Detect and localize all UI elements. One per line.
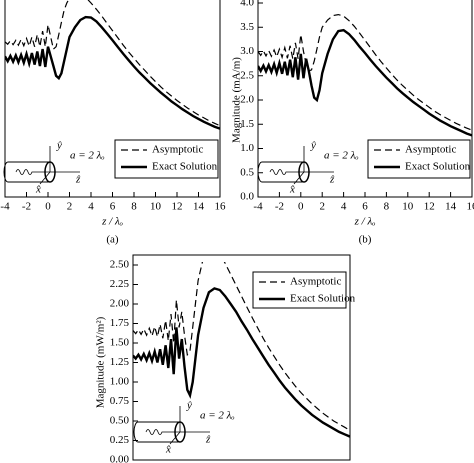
inset-axes: [169, 406, 210, 445]
x-tick-label: -2: [22, 201, 31, 213]
y-tick-label: 1.00: [110, 376, 130, 388]
legend-box: [252, 271, 347, 309]
inset-cylinder: [257, 161, 304, 183]
inset-label: ŷ: [186, 400, 192, 412]
legend-label: Exact Solution: [405, 161, 471, 173]
x-tick-label: 10: [150, 201, 162, 213]
inset-label: ŷ: [56, 140, 62, 152]
y-tick-label: 2.00: [110, 298, 130, 310]
x-axis-label: z / λₒ: [354, 216, 376, 228]
inset-label: x̂: [289, 184, 295, 196]
y-tick-label: 2.50: [110, 259, 130, 271]
legend-box: [367, 139, 471, 179]
series-line: [5, 15, 220, 130]
inset-label: ẑ: [75, 174, 81, 186]
x-tick-label: 0: [45, 201, 51, 213]
x-tick-label: 2: [319, 201, 325, 213]
y-tick-label: 1.50: [110, 337, 130, 349]
panel-label: (a): [106, 234, 119, 246]
y-tick-label: 1.75: [110, 317, 130, 329]
x-axis-label: z / λₒ: [101, 216, 123, 228]
inset-label: a = 2 λₒ: [70, 150, 105, 162]
series-line: [133, 262, 350, 431]
x-tick-label: 4: [88, 201, 94, 213]
x-tick-label: 10: [402, 201, 414, 213]
legend-label: Asymptotic: [405, 144, 456, 156]
series-line: [258, 13, 472, 131]
x-tick-label: 8: [131, 201, 137, 213]
x-tick-label: -4: [253, 201, 263, 213]
y-tick-label: 1.25: [110, 356, 130, 368]
y-tick-label: 0.50: [110, 415, 130, 427]
y-tick-label: 2.25: [110, 278, 130, 290]
y-axis-label: Magnitude (mW/m²): [95, 316, 107, 408]
x-tick-label: 12: [172, 201, 183, 213]
x-tick-label: 2: [67, 201, 73, 213]
inset-label: ŷ: [310, 140, 316, 152]
inset-label: a = 2 λₒ: [324, 150, 359, 162]
x-tick-label: 6: [362, 201, 368, 213]
inset-label: ẑ: [329, 174, 335, 186]
inset-label: a = 2 λₒ: [200, 410, 235, 422]
series-line: [133, 287, 350, 438]
inset-source: [269, 169, 304, 175]
y-axis-label: Magnitude (mA/m): [231, 57, 243, 143]
inset-label: x̂: [165, 444, 171, 456]
y-tick-label: 0.25: [110, 434, 130, 446]
y-tick-label: 3.5: [240, 21, 254, 33]
y-tick-label: 0.0: [240, 191, 254, 203]
y-tick-label: 1.5: [240, 118, 254, 130]
x-tick-label: 0: [298, 201, 304, 213]
legend-label: Asymptotic: [152, 144, 203, 156]
x-tick-label: 14: [193, 201, 205, 213]
plot-frame: [132, 254, 351, 461]
legend-label: Asymptotic: [290, 276, 341, 288]
y-tick-label: 1.0: [240, 142, 254, 154]
x-tick-label: 4: [341, 201, 347, 213]
legend-label: Exact Solution: [290, 293, 356, 305]
inset-label: x̂: [35, 184, 41, 196]
legend-box: [114, 139, 219, 179]
series-line: [5, 0, 220, 127]
legend-label: Exact Solution: [152, 161, 218, 173]
y-tick-label: 2.5: [240, 69, 254, 81]
x-tick-label: -4: [0, 201, 10, 213]
y-tick-label: 4.0: [240, 0, 254, 9]
series-line: [258, 28, 472, 137]
y-tick-label: 0.5: [240, 166, 254, 178]
inset-axes: [39, 146, 80, 185]
panel-label: (b): [359, 234, 372, 246]
x-tick-label: -2: [275, 201, 284, 213]
inset-source: [145, 429, 180, 435]
inset-cylinder: [133, 421, 180, 443]
x-tick-label: 8: [384, 201, 390, 213]
inset-source: [15, 169, 50, 175]
x-tick-label: 16: [215, 201, 227, 213]
inset-cylinder: [3, 161, 50, 183]
inset-label: ẑ: [205, 434, 211, 446]
inset-axes: [293, 146, 334, 185]
x-tick-label: 12: [424, 201, 435, 213]
x-tick-label: 16: [467, 201, 474, 213]
y-tick-label: 0.75: [110, 395, 130, 407]
x-tick-label: 6: [110, 201, 116, 213]
y-tick-label: 3.0: [240, 45, 254, 57]
y-tick-label: 0.00: [110, 454, 130, 463]
x-tick-label: 14: [445, 201, 457, 213]
y-tick-label: 2.0: [240, 94, 254, 106]
